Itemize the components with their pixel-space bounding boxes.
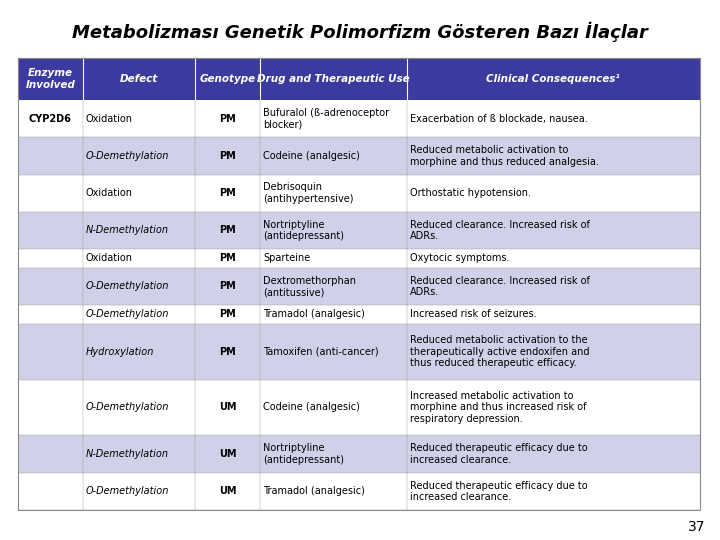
Text: Bufuralol (ß-adrenoceptor
blocker): Bufuralol (ß-adrenoceptor blocker)	[263, 108, 390, 130]
Text: Nortriptyline
(antidepressant): Nortriptyline (antidepressant)	[263, 220, 344, 241]
Text: Tramadol (analgesic): Tramadol (analgesic)	[263, 309, 365, 319]
Bar	[18, 212, 700, 249]
Text: N-Demethylation: N-Demethylation	[86, 449, 168, 459]
Bar	[18, 58, 700, 100]
Bar	[18, 100, 700, 137]
Text: PM: PM	[220, 253, 236, 264]
Text: PM: PM	[220, 151, 236, 161]
Bar	[18, 58, 700, 510]
Text: 37: 37	[688, 520, 705, 534]
Text: Oxidation: Oxidation	[86, 253, 132, 264]
Text: O-Demethylation: O-Demethylation	[86, 487, 169, 496]
Text: Reduced therapeutic efficacy due to
increased clearance.: Reduced therapeutic efficacy due to incr…	[410, 481, 588, 502]
Text: Increased risk of seizures.: Increased risk of seizures.	[410, 309, 536, 319]
Text: O-Demethylation: O-Demethylation	[86, 309, 169, 319]
Text: UM: UM	[219, 487, 236, 496]
Text: Reduced metabolic activation to the
therapeutically active endoxifen and
thus re: Reduced metabolic activation to the ther…	[410, 335, 589, 368]
Text: UM: UM	[219, 402, 236, 413]
Text: Hydroxylation: Hydroxylation	[86, 347, 154, 356]
Text: PM: PM	[220, 309, 236, 319]
Text: UM: UM	[219, 449, 236, 459]
Text: Codeine (analgesic): Codeine (analgesic)	[263, 151, 360, 161]
Text: O-Demethylation: O-Demethylation	[86, 281, 169, 292]
Text: Nortriptyline
(antidepressant): Nortriptyline (antidepressant)	[263, 443, 344, 465]
Text: Oxidation: Oxidation	[86, 188, 132, 198]
Text: Reduced clearance. Increased risk of
ADRs.: Reduced clearance. Increased risk of ADR…	[410, 275, 590, 297]
Text: Tamoxifen (anti-cancer): Tamoxifen (anti-cancer)	[263, 347, 379, 356]
Text: Increased metabolic activation to
morphine and thus increased risk of
respirator: Increased metabolic activation to morphi…	[410, 391, 586, 424]
Text: Metabolizması Genetik Polimorfizm Gösteren Bazı İlaçlar: Metabolizması Genetik Polimorfizm Göster…	[72, 22, 648, 42]
Bar	[18, 137, 700, 174]
Text: Clinical Consequences¹: Clinical Consequences¹	[487, 74, 621, 84]
Bar	[18, 323, 700, 380]
Text: O-Demethylation: O-Demethylation	[86, 402, 169, 413]
Text: Dextromethorphan
(antitussive): Dextromethorphan (antitussive)	[263, 275, 356, 297]
Bar	[18, 435, 700, 472]
Text: CYP2D6: CYP2D6	[29, 113, 72, 124]
Text: Tramadol (analgesic): Tramadol (analgesic)	[263, 487, 365, 496]
Text: Reduced clearance. Increased risk of
ADRs.: Reduced clearance. Increased risk of ADR…	[410, 220, 590, 241]
Text: Debrisoquin
(antihypertensive): Debrisoquin (antihypertensive)	[263, 183, 354, 204]
Text: Reduced metabolic activation to
morphine and thus reduced analgesia.: Reduced metabolic activation to morphine…	[410, 145, 598, 167]
Text: Enzyme
Involved: Enzyme Involved	[25, 68, 76, 90]
Text: Reduced therapeutic efficacy due to
increased clearance.: Reduced therapeutic efficacy due to incr…	[410, 443, 588, 465]
Text: Exacerbation of ß blockade, nausea.: Exacerbation of ß blockade, nausea.	[410, 113, 588, 124]
Text: Orthostatic hypotension.: Orthostatic hypotension.	[410, 188, 531, 198]
Bar	[18, 305, 700, 323]
Text: PM: PM	[220, 347, 236, 356]
Bar	[18, 380, 700, 435]
Text: Codeine (analgesic): Codeine (analgesic)	[263, 402, 360, 413]
Text: Oxidation: Oxidation	[86, 113, 132, 124]
Text: Drug and Therapeutic Use: Drug and Therapeutic Use	[257, 74, 410, 84]
Text: PM: PM	[220, 281, 236, 292]
Text: Sparteine: Sparteine	[263, 253, 310, 264]
Text: PM: PM	[220, 188, 236, 198]
Text: PM: PM	[220, 226, 236, 235]
Bar	[18, 249, 700, 268]
Text: Defect: Defect	[120, 74, 158, 84]
Bar	[18, 268, 700, 305]
Text: N-Demethylation: N-Demethylation	[86, 226, 168, 235]
Bar	[18, 174, 700, 212]
Bar	[18, 472, 700, 510]
Text: Genotype: Genotype	[199, 74, 256, 84]
Text: O-Demethylation: O-Demethylation	[86, 151, 169, 161]
Text: PM: PM	[220, 113, 236, 124]
Text: Oxytocic symptoms.: Oxytocic symptoms.	[410, 253, 509, 264]
